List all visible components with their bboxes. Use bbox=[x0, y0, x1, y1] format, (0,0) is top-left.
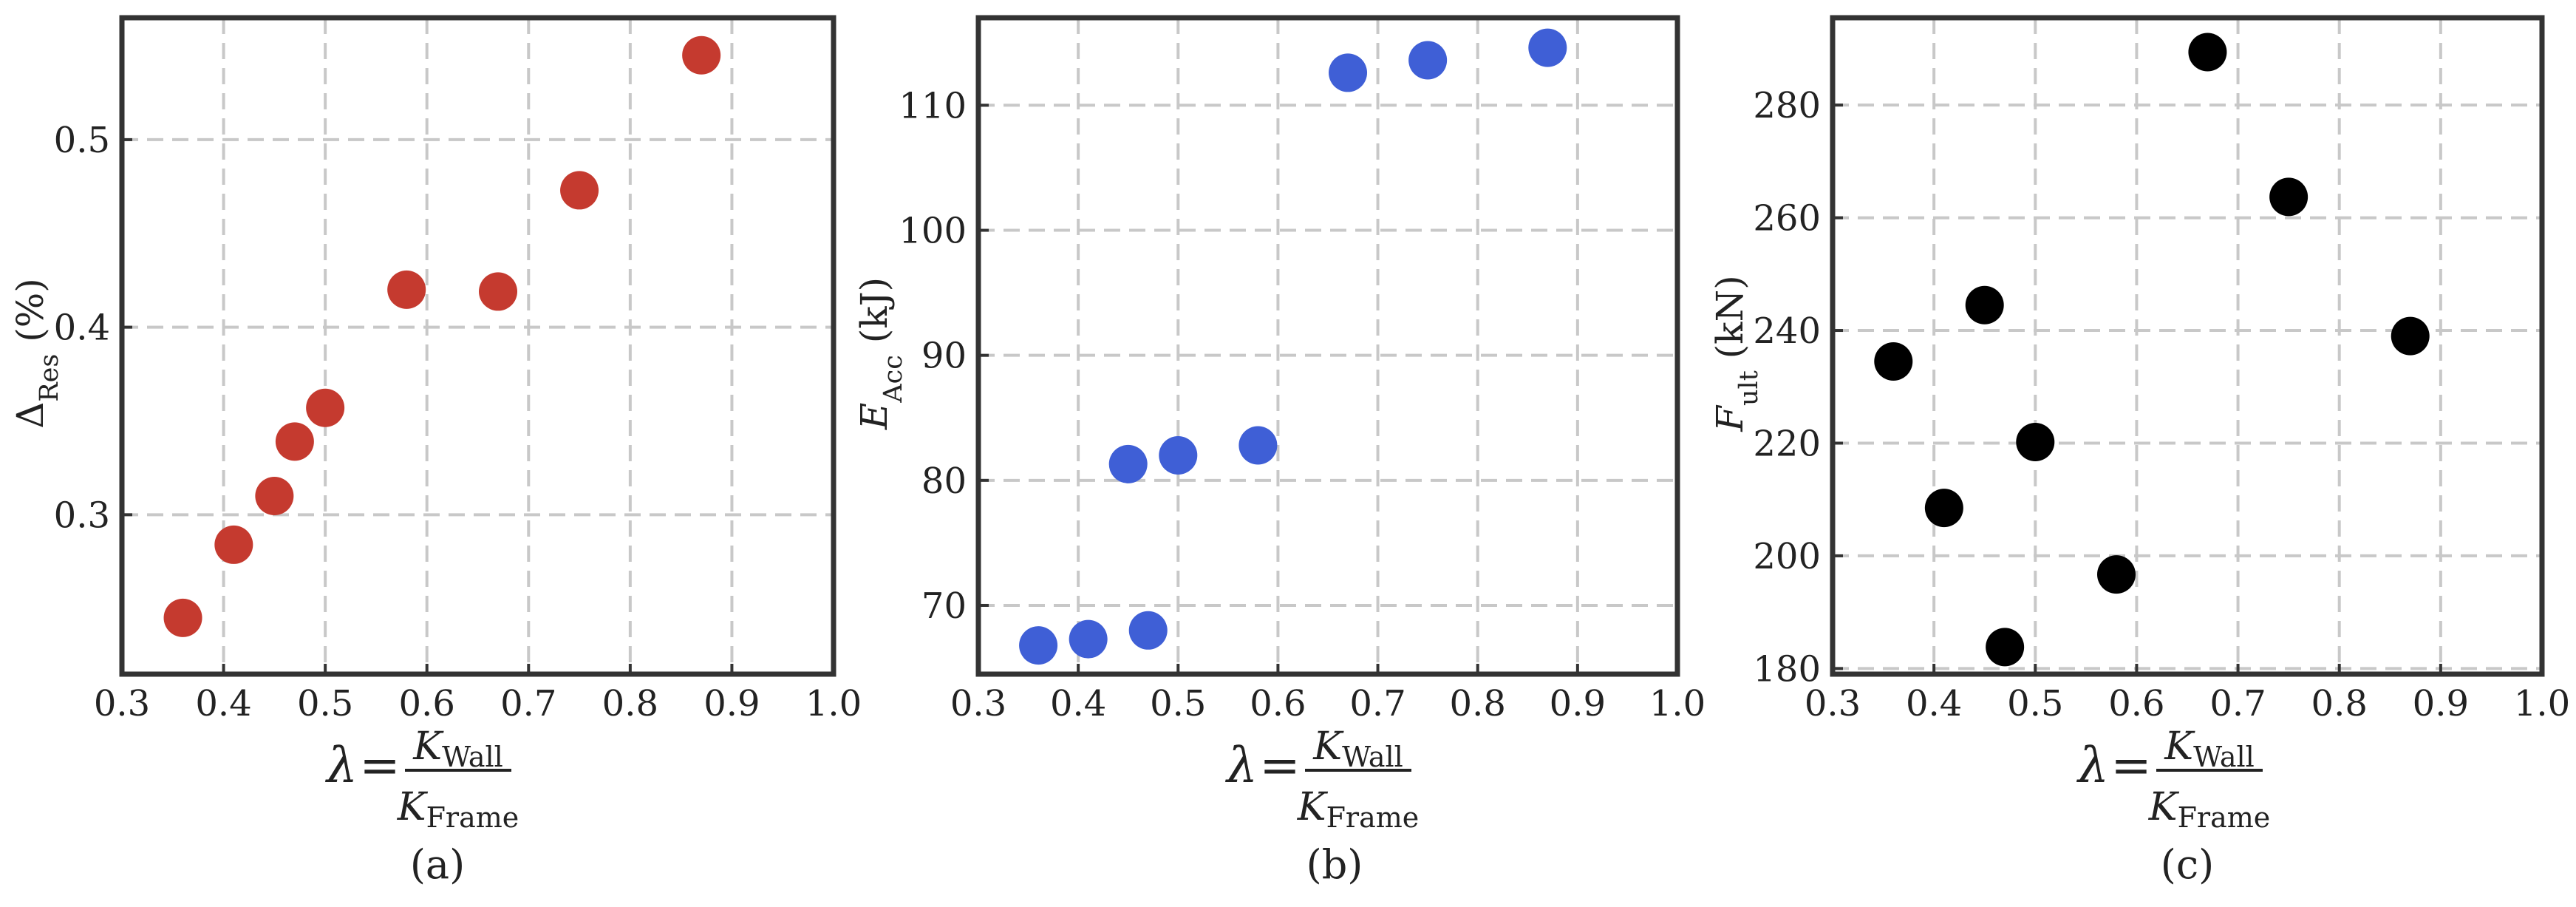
y-tick-label-a: 0.4 bbox=[54, 308, 110, 349]
data-point-a bbox=[163, 598, 202, 637]
plot-frame-b bbox=[975, 15, 1680, 677]
y-tick-label-b: 70 bbox=[921, 585, 967, 627]
data-point-b bbox=[1408, 41, 1448, 80]
data-point-c bbox=[1965, 285, 2004, 325]
x-tick-label-b: 0.5 bbox=[1150, 683, 1206, 724]
x-tick-label-b: 0.7 bbox=[1349, 683, 1405, 724]
x-tick-label-a: 0.6 bbox=[399, 683, 455, 724]
panel-caption-b: (b) bbox=[1306, 841, 1363, 888]
fraction-denominator: KFrame bbox=[2148, 785, 2271, 834]
x-axis-label-b: λ = KWall KFrame bbox=[1224, 724, 1419, 834]
y-tick-label-b: 80 bbox=[921, 461, 967, 502]
data-point-c bbox=[1874, 342, 1913, 381]
x-tick-label-b: 1.0 bbox=[1649, 683, 1706, 724]
y-tick-label-a: 0.3 bbox=[54, 495, 110, 536]
x-tick-label-a: 0.7 bbox=[500, 683, 556, 724]
plot-frame-a bbox=[119, 15, 836, 677]
data-point-c bbox=[2097, 555, 2136, 594]
x-axis-label-a: λ = KWall KFrame bbox=[324, 724, 519, 834]
plot-frame-c bbox=[1830, 15, 2545, 677]
data-point-b bbox=[1128, 611, 1168, 650]
x-tick-label-b: 0.9 bbox=[1550, 683, 1606, 724]
x-tick-label-a: 0.9 bbox=[703, 683, 760, 724]
data-point-b bbox=[1528, 28, 1567, 67]
x-tick-label-c: 1.0 bbox=[2514, 683, 2570, 724]
x-tick-label-a: 0.5 bbox=[297, 683, 353, 724]
y-tick-label-c: 240 bbox=[1753, 310, 1821, 352]
fraction-numerator: KWall bbox=[2164, 724, 2255, 773]
x-tick-label-c: 0.7 bbox=[2209, 683, 2266, 724]
equals-sign: = bbox=[2110, 737, 2151, 794]
x-tick-label-c: 0.3 bbox=[1805, 683, 1861, 724]
x-tick-label-c: 0.6 bbox=[2108, 683, 2164, 724]
data-point-a bbox=[387, 270, 426, 309]
x-axis-label-c: λ = KWall KFrame bbox=[2076, 724, 2270, 834]
data-point-b bbox=[1238, 426, 1278, 465]
lambda-symbol: λ bbox=[1224, 737, 1258, 794]
data-point-a bbox=[682, 35, 721, 75]
y-tick-label-b: 110 bbox=[899, 85, 967, 126]
x-tick-label-c: 0.9 bbox=[2413, 683, 2469, 724]
x-tick-label-b: 0.8 bbox=[1450, 683, 1506, 724]
data-point-a bbox=[306, 388, 345, 427]
panel-b: 0.3 0.4 0.5 0.6 0.7 0.8 0.9 1.0 70 80 90 100 110 EAc… bbox=[853, 15, 1706, 888]
y-axis-label-a: ΔRes (%) bbox=[9, 278, 64, 429]
y-tick-label-c: 260 bbox=[1753, 198, 1821, 240]
plot-area-a: 0.3 0.4 0.5 0.6 0.7 0.8 0.9 1.0 0.3 0.4 0.5 bbox=[54, 15, 862, 724]
y-tick-label-c: 200 bbox=[1753, 536, 1821, 577]
x-tick-label-a: 0.3 bbox=[94, 683, 150, 724]
equals-sign: = bbox=[1259, 737, 1300, 794]
data-point-c bbox=[2269, 177, 2308, 217]
y-tick-label-c: 180 bbox=[1753, 648, 1821, 690]
fraction-denominator: KFrame bbox=[1297, 785, 1420, 834]
y-tick-label-c: 220 bbox=[1753, 423, 1821, 464]
equals-sign: = bbox=[359, 737, 400, 794]
data-point-a bbox=[560, 171, 599, 210]
y-axis-label-b: EAcc (kJ) bbox=[853, 277, 908, 430]
x-tick-label-a: 0.8 bbox=[602, 683, 658, 724]
panel-c: 0.3 0.4 0.5 0.6 0.7 0.8 0.9 1.0 180 200 220 240 260 2… bbox=[1708, 15, 2570, 888]
x-tick-label-c: 0.8 bbox=[2311, 683, 2368, 724]
data-point-a bbox=[214, 525, 253, 564]
y-tick-label-b: 90 bbox=[921, 336, 967, 377]
x-tick-label-a: 1.0 bbox=[805, 683, 862, 724]
panel-caption-a: (a) bbox=[410, 841, 465, 888]
fraction-denominator: KFrame bbox=[397, 785, 519, 834]
plot-area-c: 0.3 0.4 0.5 0.6 0.7 0.8 0.9 1.0 180 200 220 240 260 2… bbox=[1753, 15, 2570, 724]
x-tick-label-c: 0.4 bbox=[1906, 683, 1962, 724]
plot-area-b: 0.3 0.4 0.5 0.6 0.7 0.8 0.9 1.0 70 80 90 100 110 bbox=[899, 15, 1706, 724]
x-tick-label-b: 0.6 bbox=[1250, 683, 1306, 724]
data-point-a bbox=[255, 476, 294, 515]
fraction-numerator: KWall bbox=[1312, 724, 1403, 773]
y-tick-label-a: 0.5 bbox=[54, 120, 110, 161]
lambda-symbol: λ bbox=[324, 737, 358, 794]
data-point-b bbox=[1069, 619, 1108, 659]
data-point-c bbox=[2016, 422, 2055, 461]
x-tick-label-a: 0.4 bbox=[195, 683, 251, 724]
x-tick-label-b: 0.4 bbox=[1050, 683, 1106, 724]
x-tick-label-b: 0.3 bbox=[950, 683, 1006, 724]
data-point-b bbox=[1329, 53, 1368, 92]
x-tick-label-c: 0.5 bbox=[2007, 683, 2063, 724]
lambda-symbol: λ bbox=[2076, 737, 2109, 794]
data-point-a bbox=[275, 422, 314, 461]
data-point-a bbox=[479, 272, 518, 311]
data-point-c bbox=[2391, 316, 2430, 356]
y-tick-label-c: 280 bbox=[1753, 85, 1821, 126]
panel-caption-c: (c) bbox=[2161, 841, 2214, 888]
y-tick-label-b: 100 bbox=[899, 211, 967, 252]
data-point-c bbox=[1986, 628, 2025, 667]
data-point-c bbox=[2188, 33, 2227, 72]
fraction-numerator: KWall bbox=[412, 724, 503, 773]
data-point-c bbox=[1924, 489, 1963, 528]
data-point-b bbox=[1159, 436, 1198, 475]
y-axis-label-c: Fult (kN) bbox=[1708, 275, 1764, 432]
panel-a: 0.3 0.4 0.5 0.6 0.7 0.8 0.9 1.0 0.3 0.4 0.5 ΔRes (… bbox=[9, 15, 862, 888]
data-point-b bbox=[1108, 444, 1148, 483]
data-point-b bbox=[1019, 626, 1058, 665]
